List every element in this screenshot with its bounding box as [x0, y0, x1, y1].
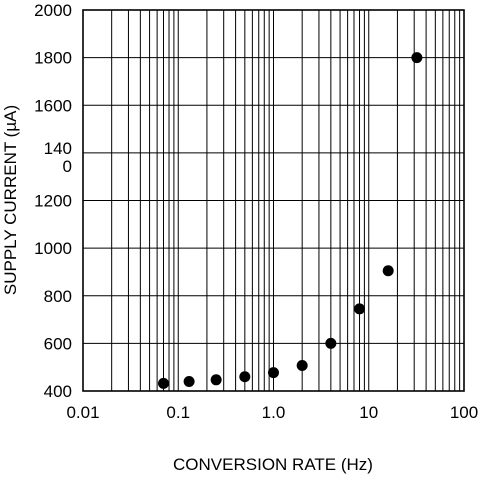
x-tick-label: 10 [359, 403, 378, 422]
x-tick-label: 0.01 [66, 403, 99, 422]
y-tick-label: 400 [44, 382, 72, 401]
grid [83, 10, 464, 391]
y-tick-label: 1600 [34, 96, 72, 115]
data-point [411, 52, 423, 64]
y-tick-label: 600 [44, 334, 72, 353]
y-tick-label: 140 [44, 139, 72, 158]
data-points [157, 52, 423, 389]
x-axis-title: CONVERSION RATE (Hz) [173, 455, 373, 474]
data-point [157, 377, 169, 389]
x-tick-label: 100 [450, 403, 478, 422]
data-point [325, 337, 337, 349]
x-tick-label: 0.1 [166, 403, 190, 422]
plot-frame [82, 9, 465, 392]
data-point [296, 360, 308, 372]
y-axis-title: SUPPLY CURRENT (µA) [1, 105, 20, 295]
y-tick-label: 2000 [34, 1, 72, 20]
y-tick-label: 1800 [34, 49, 72, 68]
y-tick-label: 1200 [34, 192, 72, 211]
x-tick-label: 1.0 [262, 403, 286, 422]
data-point [183, 375, 195, 387]
y-tick-label: 800 [44, 287, 72, 306]
data-point [382, 265, 394, 277]
data-point [354, 303, 366, 315]
data-point [239, 371, 251, 383]
data-point [268, 367, 279, 379]
data-point [210, 374, 222, 386]
y-tick-label: 0 [63, 157, 72, 176]
x-tick-labels: 0.01 0.1 1.0 10 100 [66, 403, 478, 422]
y-tick-label: 1000 [34, 239, 72, 258]
